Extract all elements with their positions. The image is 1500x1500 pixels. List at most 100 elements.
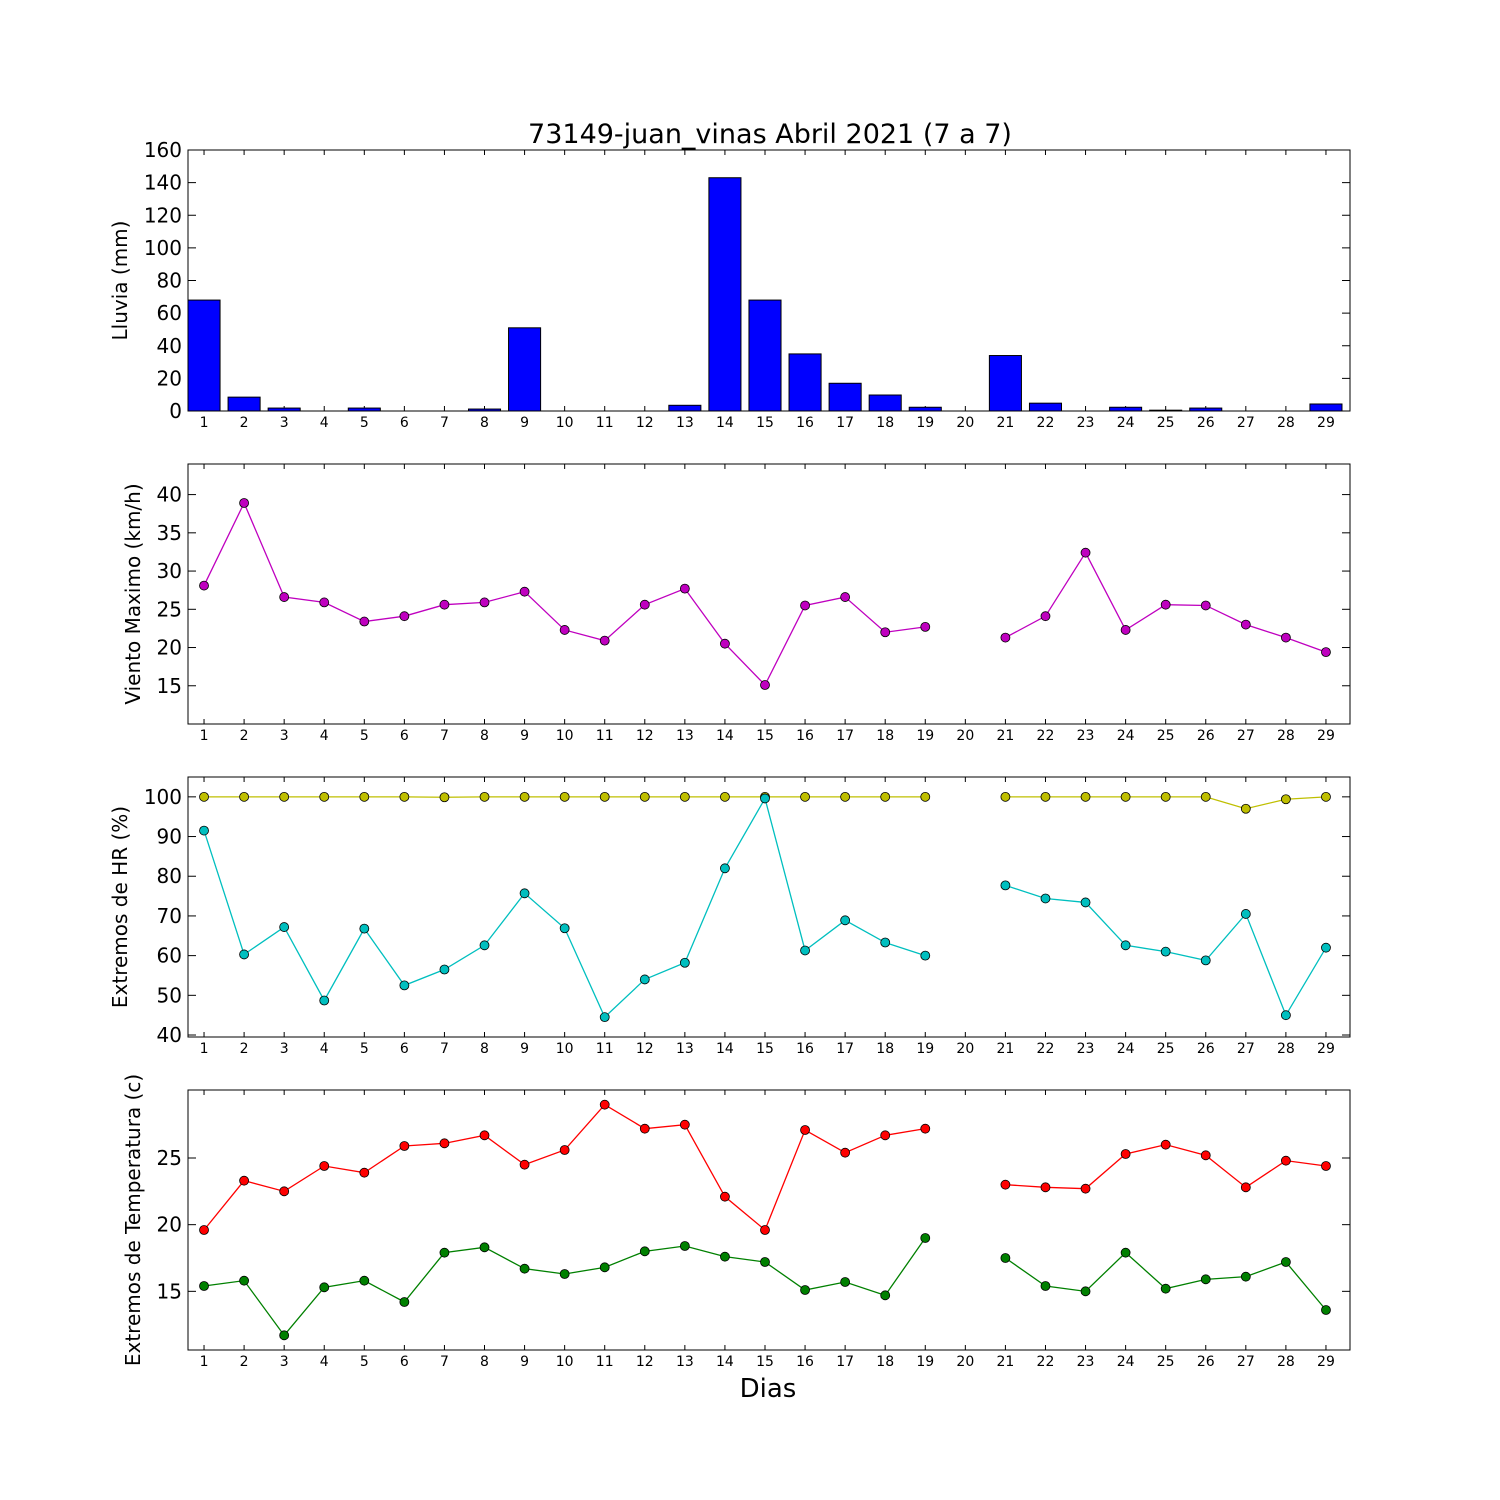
series-1-point [1080,791,1091,802]
x-tick-label: 29 [1317,728,1335,744]
x-tick-label: 25 [1157,415,1175,431]
series-1-point [239,498,249,508]
series-1-point [559,625,570,635]
x-tick-label: 23 [1077,1354,1095,1370]
series-1-point [239,1175,249,1186]
series-2-point [840,915,851,926]
series-2-point [519,1263,530,1274]
series-1-point [1240,1182,1251,1193]
series-2-point [720,863,730,874]
x-tick-label: 16 [796,728,814,744]
x-tick-label: 7 [440,1041,449,1057]
series-1-point [840,592,851,602]
y-tick-label: 15 [157,1279,182,1303]
series-1-point [880,791,891,802]
x-tick-label: 27 [1237,415,1255,431]
y-tick-label: 0 [169,399,182,423]
series-1-point [319,1161,330,1171]
series-1-point [800,600,810,611]
series-1-point [1200,600,1211,611]
series-1-point [1120,625,1131,635]
x-tick-label: 22 [1037,415,1055,431]
series-2-point [1160,1283,1171,1294]
x-tick-label: 16 [796,1041,814,1057]
x-tick-label: 13 [676,728,694,744]
x-tick-label: 12 [636,1041,654,1057]
series-2-point [359,923,370,934]
series-1-point [840,1147,851,1158]
series-2-point [1040,893,1051,904]
y-tick-label: 60 [157,301,182,325]
x-tick-label: 26 [1197,415,1215,431]
x-tick-label: 15 [756,728,774,744]
x-tick-label: 14 [716,728,734,744]
x-tick-label: 16 [796,1354,814,1370]
x-tick-label: 8 [480,728,489,744]
series-2-point [1080,1286,1091,1297]
series-1-point [199,580,209,591]
y-axis-label: Lluvia (mm) [108,221,132,341]
x-tick-label: 22 [1037,1041,1055,1057]
series-1-point [1000,791,1011,802]
y-axis-label: Extremos de Temperatura (c) [121,1074,145,1366]
series-1-point [479,791,490,802]
y-tick-label: 30 [157,559,182,583]
series-2-point [399,1297,410,1307]
bar [227,396,261,412]
series-1-point [880,1130,891,1141]
x-tick-label: 8 [480,415,489,431]
x-tick-label: 11 [596,1041,614,1057]
x-tick-label: 4 [320,415,329,431]
x-tick-label: 19 [916,415,934,431]
series-2-point [1280,1010,1291,1021]
x-tick-label: 21 [996,1041,1014,1057]
x-tick-label: 6 [400,728,409,744]
series-1-point [559,1145,570,1155]
x-tick-label: 29 [1317,1041,1335,1057]
series-1-line [1005,1143,1327,1190]
figure-title: 73149-juan_vinas Abril 2021 (7 a 7) [528,119,1012,150]
x-tick-label: 21 [996,415,1014,431]
series-2-point [479,940,490,951]
series-1-point [1160,1139,1171,1150]
series-1-point [1321,647,1331,658]
series-2-point [1120,940,1131,951]
series-1-point [1000,632,1011,643]
x-tick-label: 7 [440,415,449,431]
x-tick-label: 27 [1237,1354,1255,1370]
x-tick-label: 7 [440,728,449,744]
x-tick-label: 25 [1157,728,1175,744]
bar [908,406,942,412]
series-1-point [199,1225,209,1235]
x-tick-label: 9 [520,1041,529,1057]
series-2-point [199,1281,209,1291]
series-2-line [1005,1251,1327,1311]
series-1-point [279,791,290,802]
y-tick-label: 100 [144,785,182,809]
series-2-point [1240,909,1251,919]
x-tick-label: 5 [360,415,369,431]
series-2-point [1280,1257,1291,1267]
x-tick-label: 8 [480,1041,489,1057]
x-tick-label: 6 [400,415,409,431]
series-1-point [1200,1150,1211,1161]
series-1-point [1160,599,1171,610]
series-1-point [1080,1183,1091,1194]
bar [988,355,1022,412]
series-2-point [1321,942,1331,953]
series-1-point [1040,611,1051,622]
series-2-point [519,888,530,899]
bar [668,404,702,412]
x-tick-label: 10 [556,1041,574,1057]
x-tick-label: 5 [360,1041,369,1057]
x-tick-label: 3 [280,1041,289,1057]
y-tick-label: 40 [157,334,182,358]
series-1-point [199,791,209,802]
series-2-point [1160,946,1171,957]
y-tick-label: 140 [144,171,182,195]
x-tick-label: 15 [756,1354,774,1370]
series-1-point [679,1119,690,1130]
x-tick-label: 12 [636,1354,654,1370]
series-1-point [679,583,690,594]
